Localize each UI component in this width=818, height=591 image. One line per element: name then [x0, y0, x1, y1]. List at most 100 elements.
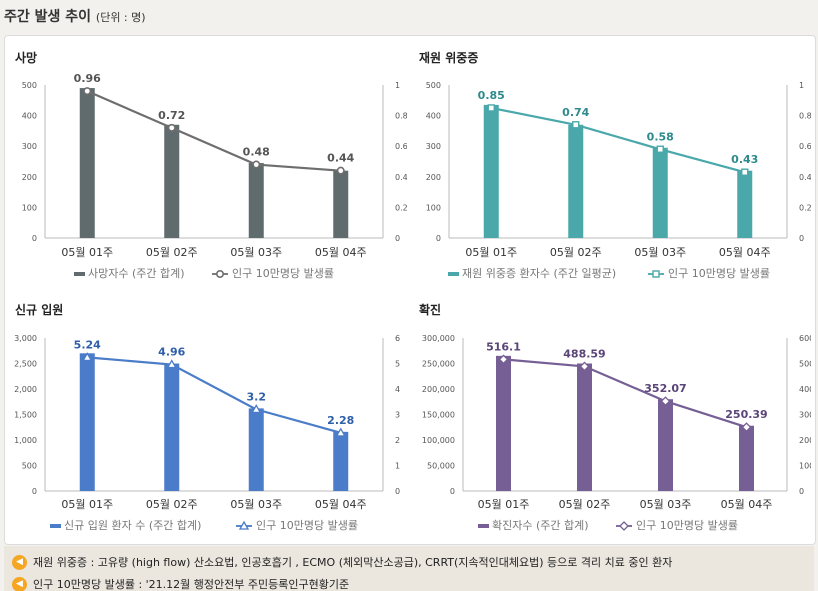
x-tick-label: 05월 03주	[634, 246, 686, 259]
y-tick-label: 0	[450, 487, 455, 496]
note-text: 인구 10만명당 발생률 : '21.12월 행정안전부 주민등록인구현황기준	[33, 578, 350, 591]
y2-tick-label: 1	[799, 81, 804, 90]
chart-deaths-svg: 사망 0 100 200 300 400 500 0 0.2 0.4 0.6 0.8 1 0.96 0.72…	[15, 50, 407, 280]
y2-tick-label: 0.8	[799, 112, 811, 121]
y-tick-label: 0	[436, 234, 441, 243]
rate-point	[252, 160, 261, 169]
y2-tick-label: 0	[395, 234, 400, 243]
legend-line-marker	[619, 521, 629, 531]
rate-point	[741, 422, 752, 433]
x-tick-label: 05월 01주	[61, 246, 113, 259]
rate-point	[335, 427, 346, 437]
y2-tick-label: 0.8	[395, 112, 407, 121]
bar	[333, 431, 349, 491]
y2-tick-label: 600	[799, 334, 811, 343]
legend-bar-swatch	[448, 272, 459, 276]
charts-panel: 사망 0 100 200 300 400 500 0 0.2 0.4 0.6 0.8 1 0.96 0.72…	[4, 35, 816, 545]
data-label: 5.24	[74, 338, 101, 351]
x-tick-label: 05월 03주	[230, 246, 282, 259]
legend-line-marker	[238, 520, 250, 530]
page-title-text: 주간 발생 추이	[4, 9, 92, 25]
y2-tick-label: 0	[799, 487, 804, 496]
rate-point	[336, 166, 345, 175]
legend-bar-swatch	[74, 272, 85, 276]
x-tick-label: 05월 04주	[315, 246, 367, 259]
x-tick-label: 05월 01주	[478, 498, 530, 511]
y-tick-label: 300	[426, 142, 441, 151]
y2-tick-label: 400	[799, 385, 811, 394]
data-label: 0.85	[478, 89, 505, 102]
y2-tick-label: 0	[395, 487, 400, 496]
x-tick-label: 05월 01주	[61, 498, 113, 511]
legend-line-marker	[216, 270, 225, 279]
rate-line	[86, 90, 341, 172]
y2-tick-label: 300	[799, 411, 811, 420]
rate-point	[572, 121, 580, 129]
y2-tick-label: 5	[395, 360, 400, 369]
y-tick-label: 200,000	[422, 385, 455, 394]
x-tick-label: 05월 01주	[465, 246, 517, 259]
y2-tick-label: 2	[395, 436, 400, 445]
chart-title: 재원 위중증	[419, 51, 478, 65]
x-tick-label: 05월 02주	[146, 498, 198, 511]
y-tick-label: 100	[426, 203, 441, 212]
x-tick-label: 05월 04주	[719, 246, 771, 259]
legend-bar-label: 재원 위중증 환자수 (주간 일평균)	[462, 266, 616, 280]
bar	[739, 425, 754, 491]
data-label: 0.43	[731, 153, 758, 166]
bar	[496, 355, 511, 491]
y2-tick-label: 0.4	[799, 173, 811, 182]
legend-line-label: 인구 10만명당 발생률	[668, 267, 770, 280]
bar	[164, 124, 180, 238]
note-text: 재원 위중증 : 고유량 (high flow) 산소요법, 인공호흡기 , E…	[33, 556, 673, 569]
y2-tick-label: 0	[799, 234, 804, 243]
data-label: 0.72	[158, 109, 185, 122]
data-label: 0.96	[74, 72, 101, 85]
chart-title: 사망	[15, 50, 37, 65]
chart-admissions-svg: 신규 입원 0 500 1,000 1,500 2,000 2,500 3,000 0 1 2 3 4 5…	[14, 302, 400, 532]
y-tick-label: 0	[32, 234, 37, 243]
bar	[248, 408, 264, 491]
bar	[248, 163, 264, 238]
y-tick-label: 2,500	[14, 360, 37, 369]
x-tick-label: 05월 04주	[721, 498, 773, 511]
y2-tick-label: 1	[395, 462, 400, 471]
y-tick-label: 400	[22, 112, 37, 121]
y-tick-label: 250,000	[422, 360, 455, 369]
y-tick-label: 50,000	[427, 462, 455, 471]
y2-tick-label: 0.6	[799, 142, 811, 151]
data-label: 0.74	[562, 106, 589, 119]
chart-admissions: 신규 입원 0 500 1,000 1,500 2,000 2,500 3,000 0 1 2 3 4 5…	[9, 296, 407, 542]
rate-point	[167, 123, 176, 132]
y2-tick-label: 0.2	[799, 203, 811, 212]
legend-bar-label: 사망자수 (주간 합계)	[88, 267, 185, 280]
y-tick-label: 1,500	[14, 411, 37, 420]
legend-line-marker	[652, 270, 660, 278]
y2-tick-label: 0.6	[395, 142, 407, 151]
legend-line-label: 인구 10만명당 발생률	[636, 519, 738, 532]
bar	[164, 363, 180, 491]
y-tick-label: 3,000	[14, 334, 37, 343]
data-label: 4.96	[158, 346, 185, 359]
y2-tick-label: 0.4	[395, 173, 407, 182]
chart-confirmed: 확진 0 50,000 100,000 150,000 200,000 250,000 300…	[413, 296, 811, 542]
legend-line-label: 인구 10만명당 발생률	[256, 519, 358, 532]
y-tick-label: 400	[426, 112, 441, 121]
data-label: 488.59	[563, 347, 605, 360]
data-label: 516.1	[486, 340, 521, 353]
chart-title: 확진	[419, 302, 441, 317]
y2-tick-label: 6	[395, 334, 400, 343]
bar	[737, 170, 753, 238]
y2-tick-label: 1	[395, 81, 400, 90]
rate-point	[487, 104, 495, 112]
y-tick-label: 0	[32, 487, 37, 496]
rate-line	[491, 106, 746, 174]
y-tick-label: 150,000	[422, 411, 455, 420]
unit-label: (단위 : 명)	[95, 11, 146, 24]
bar	[333, 170, 349, 238]
rate-point	[166, 359, 177, 369]
speaker-icon: ◀	[12, 554, 27, 570]
data-label: 2.28	[327, 414, 354, 427]
y-tick-label: 100	[22, 203, 37, 212]
y-tick-label: 2,000	[14, 385, 37, 394]
